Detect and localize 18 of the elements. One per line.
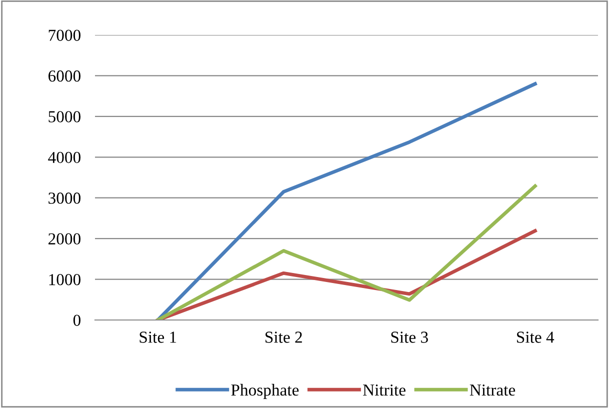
legend-label: Phosphate bbox=[231, 384, 299, 400]
y-tick-label: 7000 bbox=[48, 30, 80, 41]
legend-label: Nitrite bbox=[363, 384, 406, 396]
y-tick-label: 0 bbox=[73, 314, 80, 326]
y-tick-label: 4000 bbox=[48, 152, 80, 164]
x-tick-label: Site 1 bbox=[140, 332, 176, 343]
y-tick-label: 6000 bbox=[48, 70, 80, 82]
y-tick-label: 2000 bbox=[48, 233, 80, 245]
x-tick-label: Site 4 bbox=[517, 332, 554, 343]
y-tick-label: 3000 bbox=[48, 192, 80, 204]
line-series bbox=[156, 184, 537, 320]
legend-label: Nitrate bbox=[470, 384, 516, 396]
y-tick-label: 1000 bbox=[49, 274, 80, 286]
x-tick-label: Site 2 bbox=[266, 332, 302, 343]
line-series bbox=[156, 229, 537, 320]
x-tick-label: Site 3 bbox=[391, 332, 428, 343]
y-tick-label: 5000 bbox=[48, 111, 80, 122]
line-series bbox=[156, 82, 537, 320]
